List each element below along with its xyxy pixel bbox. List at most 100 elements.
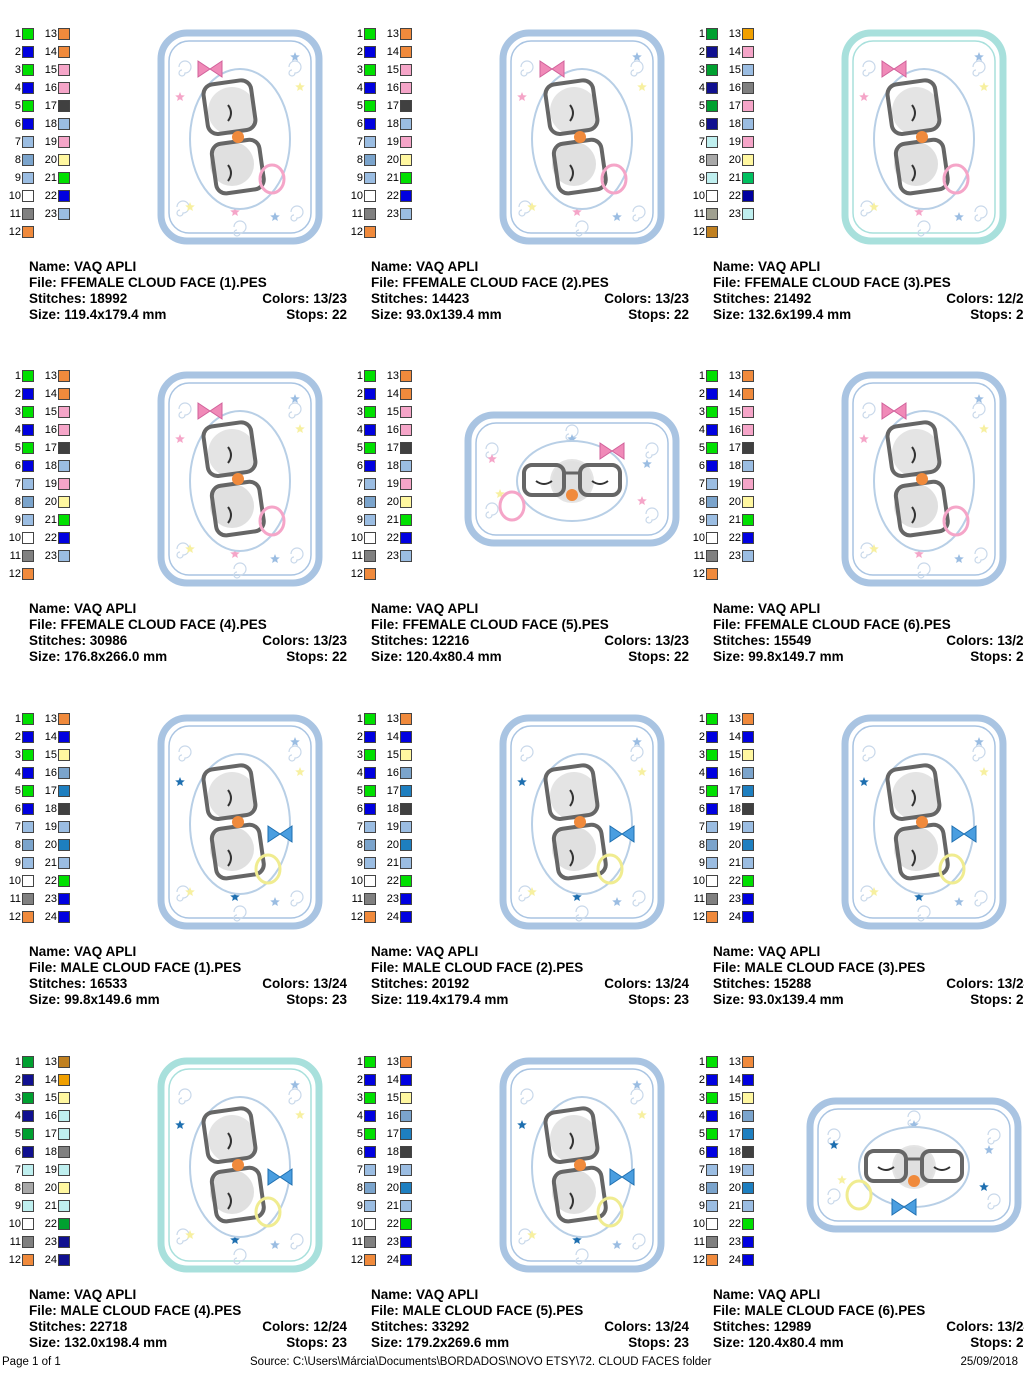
speech-bubble bbox=[938, 853, 966, 885]
star-icon bbox=[290, 394, 300, 403]
swatch-number: 5 bbox=[14, 1128, 21, 1140]
design-size: Size: 132.0x198.4 mm bbox=[29, 1335, 168, 1350]
swirl-ornament bbox=[632, 205, 646, 222]
swatch-number: 23 bbox=[386, 208, 399, 220]
design-card: 1 2 3 4 5 6 7 8 9 10 11 12 13 14 15 16 17 18 19 20 21 22 23 Nam… bbox=[351, 27, 689, 357]
swatch-number: 22 bbox=[386, 532, 399, 544]
swatch-color-box bbox=[400, 1218, 412, 1230]
frame-inner-line bbox=[817, 1108, 1011, 1222]
swatch-number: 1 bbox=[14, 370, 21, 382]
swatch-number: 7 bbox=[356, 136, 363, 148]
star-icon bbox=[270, 897, 280, 906]
swatch-number: 2 bbox=[698, 731, 705, 743]
beak bbox=[232, 131, 244, 143]
swatch-color-box bbox=[742, 424, 754, 436]
design-info: Name: VAQ APLI File: FFEMALE CLOUD FACE (… bbox=[371, 601, 689, 665]
swatch-color-box bbox=[400, 172, 412, 184]
star-icon bbox=[954, 212, 964, 221]
swatch-color-box bbox=[58, 1092, 70, 1104]
swatch-number: 22 bbox=[44, 190, 57, 202]
blue-bowtie-icon bbox=[951, 825, 977, 843]
swirl-ornament bbox=[178, 745, 192, 762]
swatch-number: 3 bbox=[698, 406, 705, 418]
swatch-number: 22 bbox=[728, 190, 741, 202]
swatch-number: 15 bbox=[386, 1092, 399, 1104]
swatch-number: 24 bbox=[386, 1254, 399, 1266]
design-card: 1 2 3 4 5 6 7 8 9 10 11 12 13 14 15 16 17 18 19 20 21 22 23 Nam… bbox=[693, 369, 1024, 699]
swatch-number: 1 bbox=[14, 1056, 21, 1068]
swatch-color-box bbox=[22, 226, 34, 238]
swatch-color-box bbox=[22, 460, 34, 472]
swatch-color-box bbox=[400, 821, 412, 833]
swatch-number: 7 bbox=[356, 1164, 363, 1176]
swatch-color-box bbox=[742, 1182, 754, 1194]
cheek-shade bbox=[210, 142, 254, 186]
glasses-lens bbox=[543, 78, 600, 136]
swatch-color-box bbox=[742, 388, 754, 400]
swirl-ornament bbox=[645, 442, 659, 459]
glasses-lens bbox=[209, 822, 266, 881]
swatch-color-box bbox=[706, 172, 718, 184]
design-card: 1 2 3 4 5 6 7 8 9 10 11 12 13 14 15 16 17 18 19 20 21 22 23 24 N… bbox=[693, 712, 1024, 1042]
star-icon bbox=[859, 92, 869, 101]
swatch-number: 9 bbox=[14, 172, 21, 184]
swatch-number: 3 bbox=[698, 64, 705, 76]
swatch-number: 14 bbox=[44, 1074, 57, 1086]
swirl-ornament bbox=[288, 60, 302, 77]
swatch-number: 10 bbox=[8, 1218, 21, 1230]
swatch-number: 12 bbox=[692, 568, 705, 580]
design-name: Name: VAQ APLI bbox=[29, 1287, 137, 1302]
cheek-shade bbox=[550, 1115, 598, 1163]
design-colors: Colors: 13/24 bbox=[946, 976, 1024, 991]
swatch-color-box bbox=[706, 1200, 718, 1212]
swatch-number: 10 bbox=[692, 1218, 705, 1230]
swatch-number: 15 bbox=[728, 749, 741, 761]
pink-bow-icon bbox=[197, 402, 223, 420]
swatch-color-box bbox=[364, 136, 376, 148]
swatch-color-box bbox=[742, 911, 754, 923]
design-name: Name: VAQ APLI bbox=[371, 259, 479, 274]
swatch-color-box bbox=[400, 1128, 412, 1140]
swirl-ornament bbox=[178, 1088, 192, 1105]
swatch-number: 11 bbox=[9, 550, 21, 562]
swatch-color-box bbox=[22, 532, 34, 544]
swirl-ornament bbox=[290, 1233, 304, 1250]
swatch-color-box bbox=[364, 46, 376, 58]
star-icon bbox=[954, 897, 964, 906]
swatch-number: 4 bbox=[14, 82, 21, 94]
design-stops: Stops: 22 bbox=[286, 307, 347, 322]
swirl-ornament bbox=[176, 885, 190, 902]
swatch-number: 12 bbox=[350, 568, 363, 580]
swatch-color-box bbox=[58, 370, 70, 382]
swatch-color-box bbox=[22, 496, 34, 508]
swatch-color-box bbox=[400, 1164, 412, 1176]
swatch-color-box bbox=[400, 1200, 412, 1212]
speech-bubble bbox=[498, 490, 526, 522]
embroidery-preview bbox=[157, 371, 323, 587]
swatch-number: 3 bbox=[698, 1092, 705, 1104]
design-name: Name: VAQ APLI bbox=[371, 944, 479, 959]
swatch-color-box bbox=[742, 64, 754, 76]
glasses-lens bbox=[578, 463, 622, 497]
swatch-color-box bbox=[364, 821, 376, 833]
swatch-number: 24 bbox=[728, 1254, 741, 1266]
swatch-color-box bbox=[364, 496, 376, 508]
design-card: 1 2 3 4 5 6 7 8 9 10 11 12 13 14 15 16 17 18 19 20 21 22 23 24 N… bbox=[351, 712, 689, 1042]
swatch-number: 20 bbox=[44, 1182, 57, 1194]
swatch-color-box bbox=[22, 911, 34, 923]
swatch-color-box bbox=[364, 911, 376, 923]
swirl-ornament bbox=[520, 60, 534, 77]
swatch-color-box bbox=[706, 839, 718, 851]
swatch-color-box bbox=[22, 190, 34, 202]
design-card: 1 2 3 4 5 6 7 8 9 10 11 12 13 14 15 16 17 18 19 20 21 22 23 Nam… bbox=[693, 27, 1024, 357]
swatch-color-box bbox=[742, 1146, 754, 1158]
swatch-color-box bbox=[58, 731, 70, 743]
design-colors: Colors: 12/24 bbox=[262, 1319, 347, 1334]
swatch-color-box bbox=[364, 514, 376, 526]
swatch-color-box bbox=[58, 514, 70, 526]
swatch-number: 6 bbox=[14, 118, 21, 130]
swatch-color-box bbox=[400, 1236, 412, 1248]
star-icon bbox=[230, 207, 240, 216]
design-file: File: MALE CLOUD FACE (5).PES bbox=[371, 1303, 584, 1318]
swatch-color-box bbox=[364, 1182, 376, 1194]
